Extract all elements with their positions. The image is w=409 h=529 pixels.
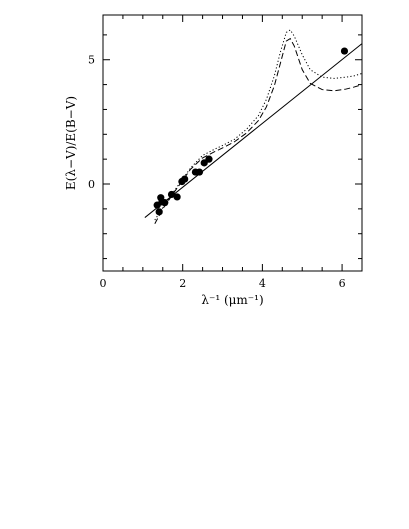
axis-ticks: 0 2 4 6 0 5 — [88, 15, 363, 290]
x-tick-label: 6 — [339, 277, 346, 290]
data-point — [195, 168, 204, 176]
x-tick-label: 2 — [179, 277, 186, 290]
data-point — [181, 175, 189, 183]
x-axis-label: λ⁻¹ (μm⁻¹) — [201, 293, 263, 307]
data-point — [155, 208, 163, 216]
dashed-curve — [154, 37, 362, 225]
dotted-curve — [154, 29, 362, 221]
plot-frame — [102, 14, 363, 272]
data-point — [340, 47, 349, 55]
y-axis-label: E(λ−V)/E(B−V) — [64, 96, 78, 190]
y-tick-label: 0 — [88, 178, 95, 191]
data-point — [173, 193, 181, 201]
x-tick-label: 0 — [100, 277, 107, 290]
fit-line — [144, 43, 362, 218]
data-point — [161, 199, 169, 207]
x-tick-label: 4 — [259, 277, 266, 290]
y-tick-label: 5 — [88, 54, 95, 67]
series-layer — [144, 29, 362, 225]
data-point — [205, 155, 213, 163]
